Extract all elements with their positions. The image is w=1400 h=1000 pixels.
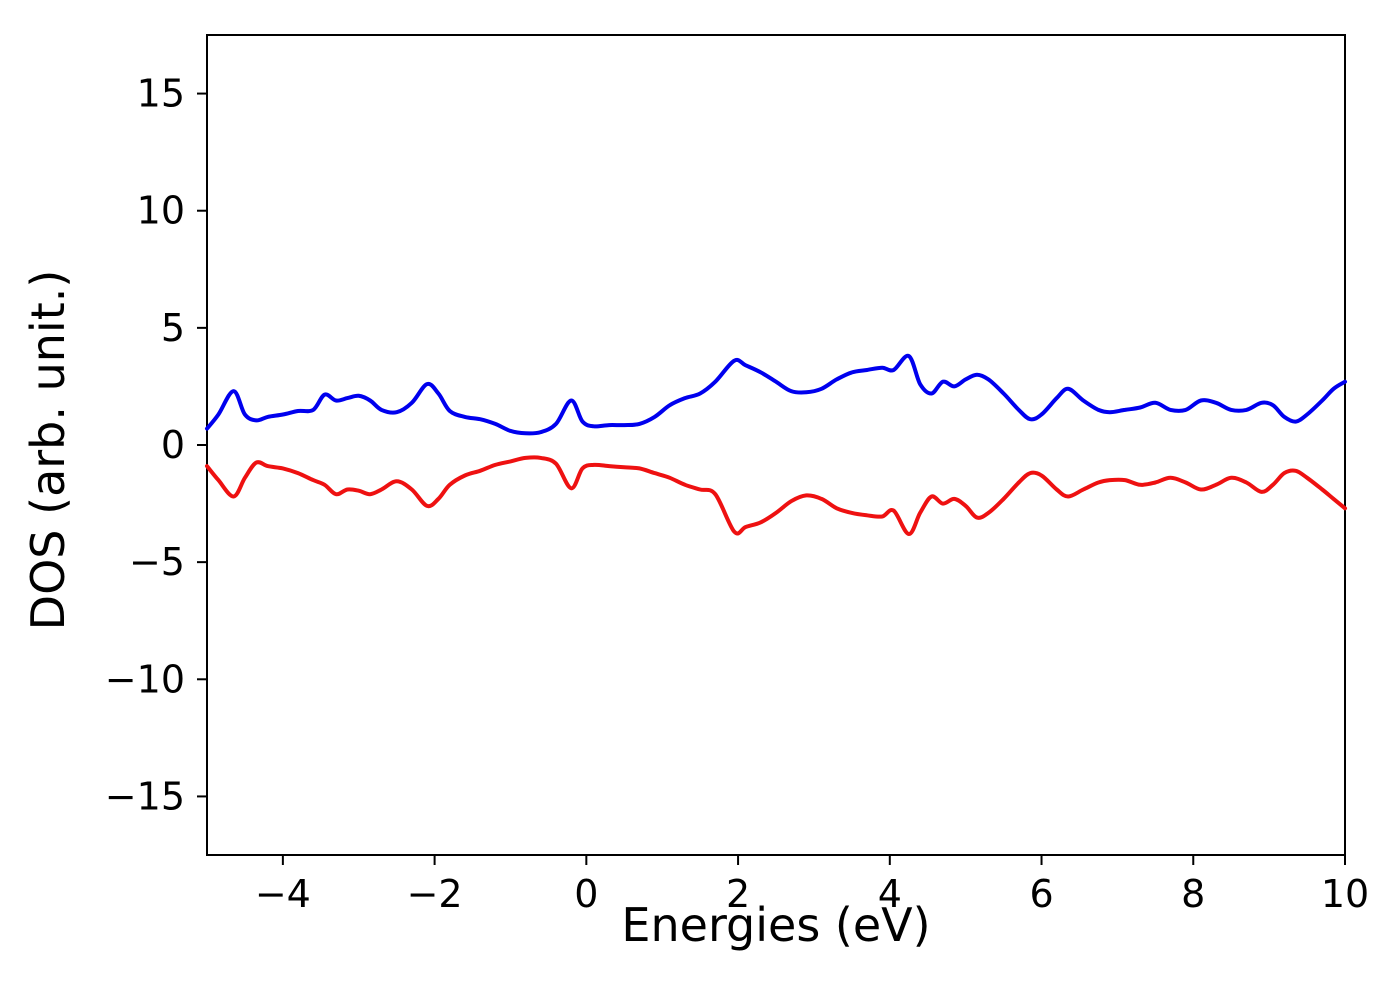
y-tick-label: 0 xyxy=(161,423,185,467)
x-tick-label: −2 xyxy=(407,872,463,916)
x-axis-label: Energies (eV) xyxy=(621,898,931,952)
y-tick-label: −15 xyxy=(105,774,185,818)
y-tick-label: 5 xyxy=(161,306,185,350)
y-tick-label: 15 xyxy=(137,72,185,116)
x-tick-label: 2 xyxy=(726,872,750,916)
spin-up-DOS-curve xyxy=(205,353,1347,436)
y-tick-label: 10 xyxy=(137,189,185,233)
x-tick-label: 6 xyxy=(1029,872,1053,916)
spin-down-DOS-curve xyxy=(205,455,1347,536)
y-tick-label: −10 xyxy=(105,657,185,701)
x-tick-label: 4 xyxy=(878,872,902,916)
plot-frame xyxy=(206,34,1346,856)
x-tick-label: 8 xyxy=(1181,872,1205,916)
x-tick-label: −4 xyxy=(255,872,311,916)
y-axis-label: DOS (arb. unit.) xyxy=(21,269,75,631)
x-tick-label: 0 xyxy=(574,872,598,916)
y-tick-label: −5 xyxy=(129,540,185,584)
x-tick-label: 10 xyxy=(1321,872,1369,916)
